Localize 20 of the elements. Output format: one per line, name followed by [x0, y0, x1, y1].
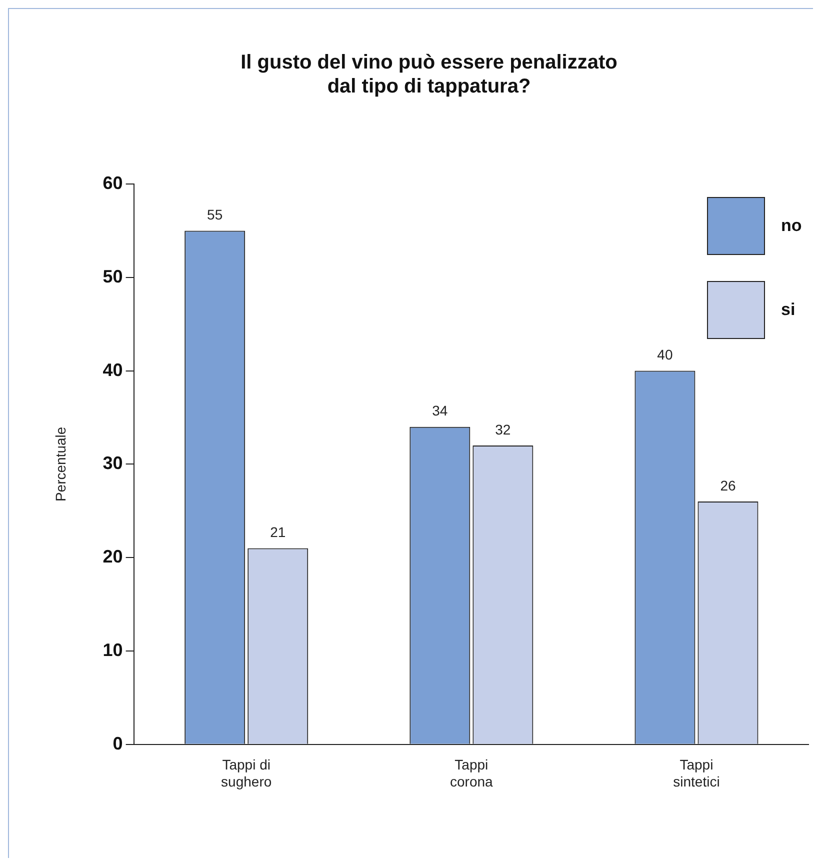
- data-label: 26: [720, 477, 736, 494]
- y-tick-label: 60: [102, 172, 123, 193]
- x-tick-label: Tappi sintetici: [673, 756, 720, 790]
- data-label: 34: [432, 402, 448, 419]
- y-axis-title: Percentuale: [52, 426, 68, 502]
- data-label: 21: [270, 524, 286, 540]
- data-label: 40: [657, 346, 673, 363]
- x-tick-label: Tappi di sughero: [221, 756, 272, 790]
- text: no: [781, 216, 802, 236]
- y-tick-label: 50: [102, 266, 123, 286]
- y-tick-label: 10: [102, 640, 123, 660]
- y-tick-label: 20: [102, 546, 123, 567]
- data-label: 55: [207, 206, 223, 223]
- y-tick-label: 40: [102, 360, 123, 380]
- x-tick-label: Tappi corona: [450, 756, 494, 790]
- data-label: 32: [495, 421, 511, 438]
- y-tick-label: 0: [112, 733, 123, 754]
- text: si: [781, 300, 796, 320]
- chart-title: Il gusto del vino può essere penalizzato dal tipo di tappatura?: [240, 52, 618, 98]
- y-tick-label: 30: [102, 453, 123, 474]
